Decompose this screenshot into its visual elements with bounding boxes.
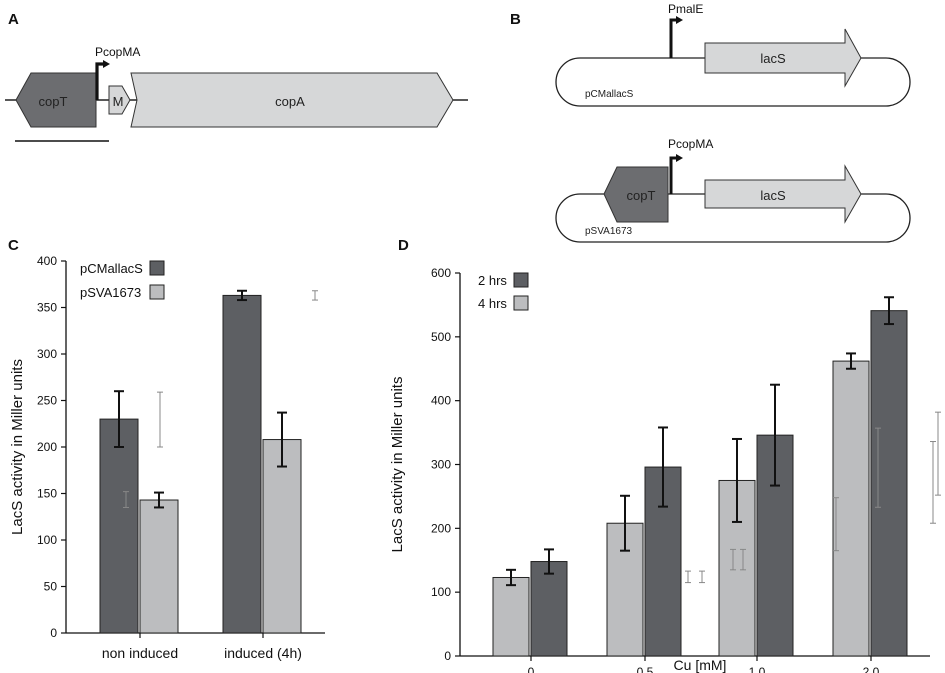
lacS-gene-arrow bbox=[704, 28, 862, 88]
copT-gene-label: copT bbox=[627, 188, 656, 203]
panel-a-letter: A bbox=[8, 11, 19, 28]
copT-gene-label: copT bbox=[39, 94, 68, 109]
legend-label: 2 hrs bbox=[478, 273, 507, 288]
chart-d: 0 100 200 300 400 500 600 LacS activity in Mill… bbox=[389, 266, 941, 673]
y-tick-label: 100 bbox=[37, 533, 57, 547]
promoter-arrow-icon bbox=[95, 62, 104, 100]
plasmid-pSVA1673: copT lacS PcopMA pSVA1673 bbox=[555, 137, 911, 243]
bar-2-hrs-0 bbox=[530, 561, 568, 657]
y-tick-label: 200 bbox=[431, 521, 451, 535]
legend-swatch bbox=[149, 260, 165, 276]
panel-c: C 0 50 100 150 200 250 300 350 400 LacS activity … bbox=[8, 237, 325, 661]
x-axis-title: Cu [mM] bbox=[674, 657, 727, 673]
panel-d: D 0 100 200 300 400 500 600 LacS activity in Mi… bbox=[389, 237, 941, 673]
lacS-gene-label: lacS bbox=[760, 188, 786, 203]
bar-pSVA1673-0 bbox=[139, 499, 179, 634]
y-tick-label: 250 bbox=[37, 394, 57, 408]
bar-pSVA1673-1 bbox=[262, 439, 302, 634]
bar-4-hrs-0 bbox=[492, 576, 530, 657]
promoter-arrowhead-icon bbox=[676, 16, 683, 24]
x-category-label: 0.5 bbox=[637, 665, 654, 673]
M-gene-label: M bbox=[113, 94, 124, 109]
lacS-gene-label: lacS bbox=[760, 51, 786, 66]
bar-pCMallacS-1 bbox=[222, 294, 262, 634]
y-tick-label: 300 bbox=[37, 347, 57, 361]
y-tick-label: 400 bbox=[431, 394, 451, 408]
y-axis-title: LacS activity in Miller units bbox=[389, 377, 406, 553]
y-tick-label: 400 bbox=[37, 254, 57, 268]
promoter-arrowhead-icon bbox=[103, 60, 110, 68]
chart-c: 0 50 100 150 200 250 300 350 400 LacS activity in… bbox=[9, 254, 325, 661]
y-axis-title: LacS activity in Miller units bbox=[9, 359, 26, 535]
y-tick-label: 100 bbox=[431, 585, 451, 599]
promoter-arrow-icon bbox=[669, 156, 677, 194]
y-tick-label: 300 bbox=[431, 458, 451, 472]
plasmid-name: pSVA1673 bbox=[585, 226, 633, 237]
legend-swatch bbox=[149, 284, 165, 300]
y-tick-label: 50 bbox=[44, 580, 58, 594]
y-tick-label: 600 bbox=[431, 266, 451, 280]
y-tick-label: 150 bbox=[37, 487, 57, 501]
promoter-arrow-icon bbox=[669, 18, 677, 58]
legend-swatch bbox=[513, 295, 529, 311]
panel-b-letter: B bbox=[510, 11, 521, 28]
plasmid-pCMallacS: lacS PmalE pCMallacS bbox=[555, 2, 911, 107]
panel-c-letter: C bbox=[8, 237, 19, 254]
legend-label: 4 hrs bbox=[478, 296, 507, 311]
panel-d-letter: D bbox=[398, 237, 409, 254]
bar-2-hrs-3 bbox=[870, 310, 908, 657]
panel-b: B lacS PmalE pCMallacS copT lacS PcopMA … bbox=[510, 2, 911, 243]
M-gene-arrow bbox=[108, 85, 131, 115]
y-tick-label: 500 bbox=[431, 330, 451, 344]
x-category-label: induced (4h) bbox=[224, 645, 302, 661]
legend-label: pCMallacS bbox=[80, 261, 143, 276]
bar-4-hrs-3 bbox=[832, 360, 870, 657]
x-category-label: 2.0 bbox=[863, 665, 880, 673]
y-tick-label: 0 bbox=[50, 626, 57, 640]
bar-pCMallacS-0 bbox=[99, 418, 139, 634]
x-category-label: non induced bbox=[102, 645, 178, 661]
x-category-label: 0 bbox=[528, 665, 535, 673]
plasmid-name: pCMallacS bbox=[585, 89, 634, 100]
copA-gene-arrow bbox=[130, 72, 454, 128]
x-category-label: 1.0 bbox=[749, 665, 766, 673]
promoter-arrowhead-icon bbox=[676, 154, 683, 162]
y-tick-label: 0 bbox=[444, 649, 451, 663]
promoter-label: PcopMA bbox=[95, 45, 140, 59]
copA-gene-label: copA bbox=[275, 94, 305, 109]
promoter-label: PcopMA bbox=[668, 137, 713, 151]
y-tick-label: 350 bbox=[37, 301, 57, 315]
legend-swatch bbox=[513, 272, 529, 288]
lacS-gene-arrow bbox=[704, 164, 862, 224]
copT-gene-arrow bbox=[603, 166, 669, 223]
legend-label: pSVA1673 bbox=[80, 285, 141, 300]
panel-a: A copT M copA PcopMA bbox=[5, 11, 468, 142]
promoter-label: PmalE bbox=[668, 2, 703, 16]
y-tick-label: 200 bbox=[37, 440, 57, 454]
